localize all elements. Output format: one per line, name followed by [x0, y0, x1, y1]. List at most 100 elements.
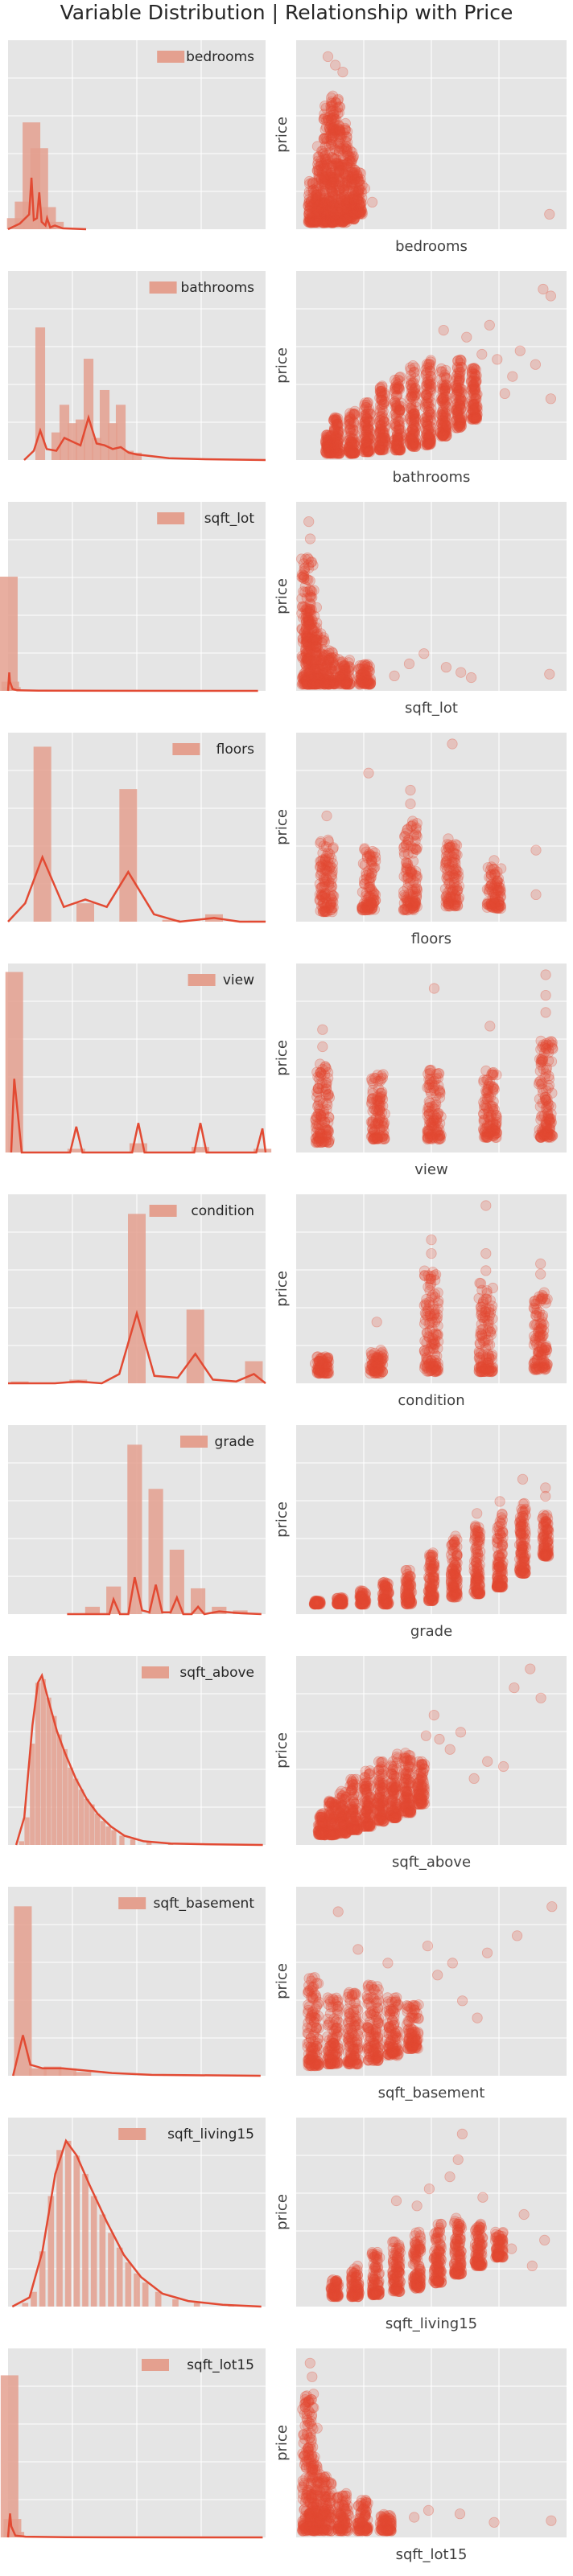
scatter-point — [394, 424, 405, 435]
scatter-point — [487, 1067, 498, 1078]
scatter-point — [303, 208, 315, 220]
scatter-point — [410, 401, 422, 413]
scatter-point — [312, 192, 324, 203]
scatter-point — [307, 187, 319, 199]
scatter-point — [309, 217, 320, 228]
scatter-point — [323, 1111, 334, 1123]
scatter-point — [487, 1313, 498, 1325]
scatter-point — [426, 1235, 437, 1246]
scatter-point — [542, 1123, 553, 1134]
hist-bar — [169, 1549, 184, 1614]
scatter-point — [303, 205, 315, 216]
scatter-point — [309, 197, 320, 208]
y-axis-label: price — [274, 809, 291, 845]
scatter-point — [308, 184, 319, 195]
scatter-point — [307, 215, 319, 226]
scatter-point — [312, 162, 324, 173]
scatter-point — [303, 211, 315, 222]
scatter-point — [340, 676, 351, 688]
legend-label: grade — [215, 1434, 254, 1450]
scatter-point — [304, 215, 315, 227]
scatter-point — [542, 1055, 554, 1066]
scatter-point — [307, 200, 318, 212]
scatter-point — [304, 213, 315, 225]
scatter-point — [423, 405, 435, 417]
scatter-point — [423, 1120, 435, 1131]
scatter-point — [319, 153, 331, 165]
scatter-point — [477, 1296, 489, 1308]
scatter-point — [468, 379, 479, 390]
scatter-point — [361, 873, 372, 885]
scatter-point — [423, 1595, 435, 1606]
scatter-point — [311, 208, 322, 220]
scatter-point — [451, 869, 462, 880]
scatter-point — [312, 1119, 324, 1130]
scatter-point — [308, 585, 319, 596]
scatter-point — [470, 412, 481, 424]
scatter-point — [424, 421, 436, 432]
scatter-point — [451, 1588, 463, 1600]
scatter-point — [381, 1595, 393, 1606]
scatter-point — [447, 1557, 459, 1568]
scatter-point — [362, 664, 373, 676]
legend-label: sqft_lot — [204, 511, 255, 527]
scatter-point — [445, 1570, 457, 1582]
legend-label: bathrooms — [181, 280, 255, 296]
scatter-point — [529, 1303, 540, 1315]
scatter-point — [381, 1581, 392, 1592]
scatter-point — [393, 435, 404, 446]
scatter-point — [319, 186, 330, 197]
scatter-point — [403, 658, 415, 670]
scatter-point — [315, 199, 326, 210]
scatter-point — [546, 1087, 558, 1099]
scatter-point — [312, 207, 324, 218]
scatter-point — [423, 438, 435, 449]
scatter-point — [309, 203, 321, 215]
scatter-point — [332, 1596, 344, 1608]
scatter-point — [496, 863, 507, 874]
scatter-point — [307, 177, 319, 189]
y-axis-label: price — [274, 347, 291, 384]
scatter-point — [402, 1571, 413, 1583]
scatter-point — [303, 216, 315, 227]
scatter-point — [530, 359, 542, 370]
scatter-point — [411, 871, 423, 882]
x-axis-label: condition — [398, 1392, 464, 1409]
scatter-point — [448, 1543, 460, 1555]
scatter-point — [306, 207, 317, 219]
scatter-point — [359, 400, 370, 411]
scatter-point — [477, 1108, 489, 1120]
scatter-point — [319, 211, 330, 223]
scatter-point — [361, 436, 372, 447]
scatter-point — [535, 1268, 546, 1280]
scatter-point — [303, 216, 315, 228]
scatter-point — [308, 214, 319, 225]
hist-bar — [186, 1309, 204, 1383]
scatter-point — [310, 195, 322, 207]
y-axis-label: price — [274, 117, 291, 153]
scatter-point — [303, 216, 314, 228]
scatter-point — [537, 1289, 548, 1301]
hist-bar — [85, 1606, 101, 1614]
scatter-point — [319, 189, 331, 200]
scatter-point — [307, 184, 319, 195]
scatter-point — [530, 844, 542, 856]
scatter-point — [480, 1265, 492, 1276]
scatter-point — [317, 848, 328, 859]
scatter-point — [303, 200, 314, 212]
scatter-point — [315, 160, 326, 171]
scatter-point — [311, 194, 322, 205]
hist-bar — [33, 746, 52, 922]
scatter-point — [304, 212, 315, 224]
scatter-point — [359, 860, 370, 871]
scatter-point — [359, 416, 371, 427]
scatter-point — [312, 1099, 324, 1111]
scatter-point — [405, 784, 416, 796]
scatter-point — [318, 213, 329, 225]
scatter-point — [377, 402, 388, 414]
scatter-point — [453, 385, 464, 396]
legend-swatch — [188, 974, 216, 986]
scatter-point — [303, 175, 315, 187]
scatter-point — [307, 214, 318, 225]
